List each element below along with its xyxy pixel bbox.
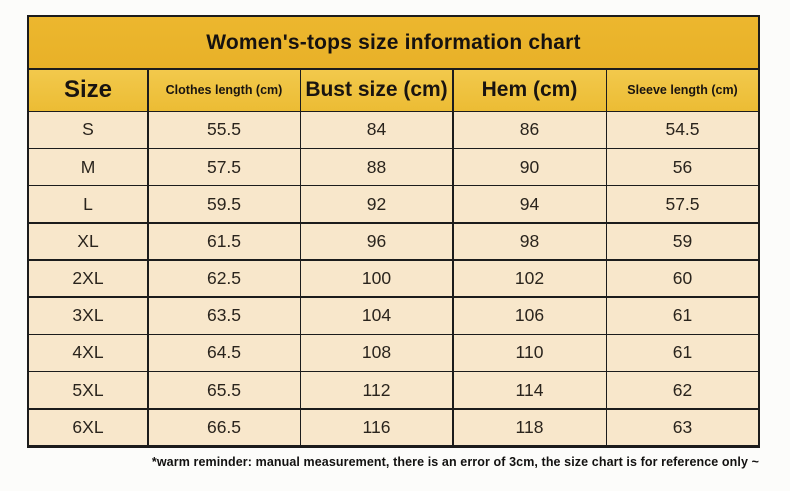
- row-size-label: 4XL: [29, 335, 147, 371]
- column-header-clothes-length: Clothes length (cm): [148, 69, 300, 111]
- column-header-bust-size: Bust size (cm): [301, 69, 452, 111]
- table-cell: 61.5: [148, 223, 300, 260]
- row-size-label: L: [29, 186, 147, 223]
- table-cell: 61: [607, 335, 758, 371]
- table-cell: 118: [453, 409, 606, 446]
- table-cell: 102: [453, 260, 606, 297]
- table-cell: 100: [301, 260, 452, 297]
- table-cell: 88: [301, 149, 452, 185]
- table-cell: 90: [453, 149, 606, 185]
- row-size-label: 6XL: [29, 409, 147, 446]
- table-cell: 61: [607, 297, 758, 334]
- table-cell: 94: [453, 186, 606, 223]
- table-cell: 104: [301, 297, 452, 334]
- row-size-label: 2XL: [29, 260, 147, 297]
- row-size-label: XL: [29, 223, 147, 260]
- table-cell: 59.5: [148, 186, 300, 223]
- table-cell: 114: [453, 372, 606, 408]
- table-cell: 66.5: [148, 409, 300, 446]
- table-cell: 98: [453, 223, 606, 260]
- table-cell: 64.5: [148, 335, 300, 371]
- table-title: Women's-tops size information chart: [29, 17, 758, 68]
- table-cell: 57.5: [148, 149, 300, 185]
- table-cell: 84: [301, 112, 452, 148]
- row-size-label: M: [29, 149, 147, 185]
- table-cell: 110: [453, 335, 606, 371]
- column-header-sleeve-length: Sleeve length (cm): [607, 69, 758, 111]
- row-size-label: S: [29, 112, 147, 148]
- row-size-label: 3XL: [29, 297, 147, 334]
- size-chart-table: Women's-tops size information chart Size…: [27, 15, 760, 448]
- row-size-label: 5XL: [29, 372, 147, 408]
- warm-reminder-note: *warm reminder: manual measurement, ther…: [151, 455, 759, 469]
- table-cell: 63.5: [148, 297, 300, 334]
- table-cell: 59: [607, 223, 758, 260]
- table-cell: 96: [301, 223, 452, 260]
- column-header-size: Size: [29, 69, 147, 111]
- table-cell: 57.5: [607, 186, 758, 223]
- table-cell: 60: [607, 260, 758, 297]
- table-cell: 56: [607, 149, 758, 185]
- table-cell: 63: [607, 409, 758, 446]
- table-cell: 55.5: [148, 112, 300, 148]
- table-cell: 106: [453, 297, 606, 334]
- table-cell: 108: [301, 335, 452, 371]
- column-header-hem: Hem (cm): [453, 69, 606, 111]
- table-cell: 86: [453, 112, 606, 148]
- table-cell: 112: [301, 372, 452, 408]
- table-cell: 54.5: [607, 112, 758, 148]
- table-cell: 62: [607, 372, 758, 408]
- table-cell: 116: [301, 409, 452, 446]
- table-cell: 62.5: [148, 260, 300, 297]
- table-cell: 65.5: [148, 372, 300, 408]
- table-cell: 92: [301, 186, 452, 223]
